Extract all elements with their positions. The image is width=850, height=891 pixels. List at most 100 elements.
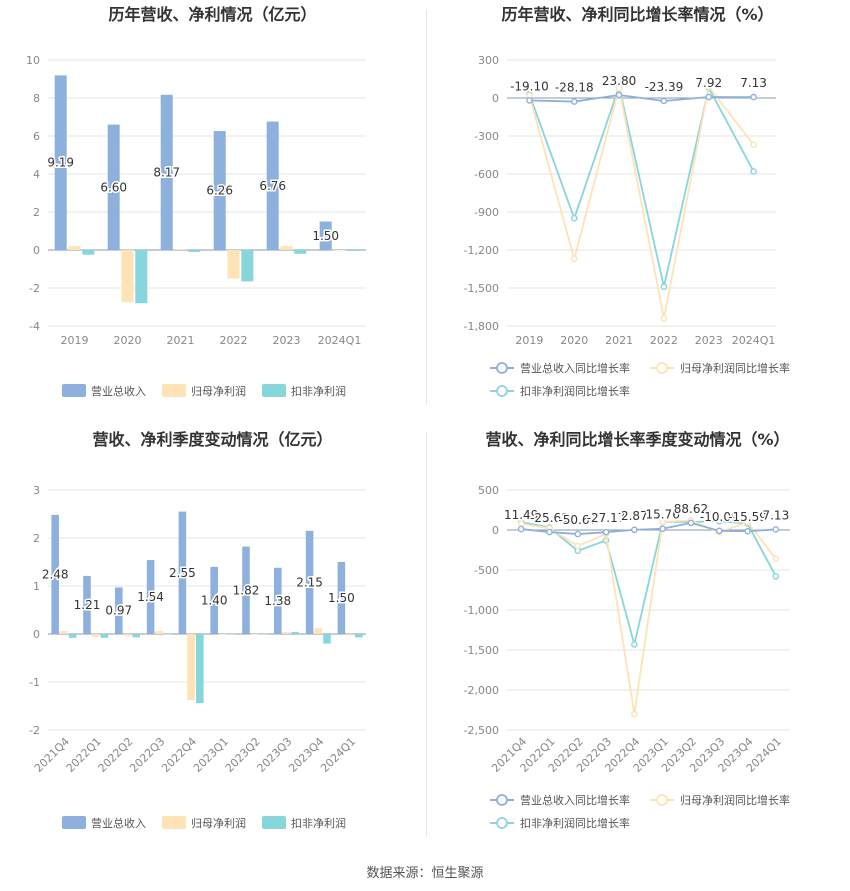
legend-label: 扣非净利润同比增长率 <box>520 384 630 398</box>
bar-revenue <box>305 530 314 634</box>
bar-revenue <box>242 546 250 634</box>
legend-label: 扣非净利润同比增长率 <box>520 816 630 830</box>
chart-title: 历年营收、净利同比增长率情况（%） <box>501 5 773 24</box>
data-label: 7.13 <box>762 508 789 522</box>
bar-deducted-profit <box>82 250 95 255</box>
bar-deducted-profit <box>164 634 172 635</box>
y-tick-label: -2 <box>29 282 40 295</box>
bar-net-profit <box>280 246 293 250</box>
chart-title: 营收、净利季度变动情况（亿元） <box>92 430 332 449</box>
data-point <box>772 573 780 580</box>
data-label: 9.19 <box>47 156 74 170</box>
bar-revenue <box>213 131 226 250</box>
legend-label: 归母净利润 <box>191 384 246 398</box>
bar-revenue <box>83 575 91 634</box>
panel-divider <box>426 432 427 837</box>
y-tick-label: 3 <box>33 484 40 497</box>
bar-deducted-profit <box>196 634 204 704</box>
data-point <box>570 215 578 222</box>
y-tick-label: -1 <box>29 676 40 689</box>
data-point <box>631 710 638 718</box>
data-point <box>574 542 582 550</box>
data-label: 1.54 <box>137 590 164 604</box>
data-point <box>715 527 723 535</box>
data-point <box>570 255 578 263</box>
bar-revenue <box>54 75 67 250</box>
bar-revenue <box>115 587 123 634</box>
legend-label: 营业总收入 <box>91 816 146 830</box>
y-tick-label: -1,500 <box>464 282 499 295</box>
bar-deducted-profit <box>347 250 360 251</box>
chart-title: 营收、净利同比增长率季度变动情况（%） <box>485 430 789 449</box>
data-point <box>615 84 623 92</box>
legend-marker <box>656 794 668 806</box>
bar-deducted-profit <box>355 634 363 638</box>
data-point <box>574 530 582 538</box>
data-point <box>631 526 638 534</box>
legend-swatch <box>262 816 286 829</box>
bar-revenue <box>146 560 155 634</box>
line-net-profit-growth <box>520 519 777 715</box>
y-tick-label: -2,500 <box>464 724 499 737</box>
x-tick-label: 2022 <box>650 334 678 347</box>
bar-revenue <box>107 124 120 250</box>
data-point <box>744 527 751 535</box>
bar-revenue <box>51 514 59 634</box>
bar-net-profit <box>227 250 240 279</box>
x-tick-label: 2023 <box>695 334 723 347</box>
bar-deducted-profit <box>294 250 307 254</box>
data-point <box>631 641 638 648</box>
data-label: 7.13 <box>740 76 767 90</box>
legend-marker <box>496 385 508 397</box>
bar-revenue <box>274 567 282 634</box>
legend-marker <box>496 817 508 829</box>
y-tick-label: -2,000 <box>464 684 499 697</box>
x-tick-label: 2019 <box>515 334 543 347</box>
data-point <box>705 83 713 90</box>
data-label: -28.18 <box>555 81 594 95</box>
y-tick-label: 1 <box>33 580 40 593</box>
y-tick-label: -2 <box>29 724 40 737</box>
line-revenue-growth <box>529 94 754 103</box>
annual-revenue-profit-chart: 历年营收、净利情况（亿元） 10 8 6 4 2 0 -2 -4 2019 2020 2021 2022… <box>26 5 366 398</box>
bar-net-profit <box>123 634 132 636</box>
bar-deducted-profit <box>259 634 268 635</box>
chart-title: 历年营收、净利情况（亿元） <box>108 5 316 24</box>
line-deducted-profit-growth <box>520 520 777 645</box>
bar-revenue <box>319 221 332 250</box>
bar-net-profit <box>121 250 134 303</box>
data-label: -10.09 <box>700 510 739 524</box>
data-label: 1.38 <box>264 594 291 608</box>
data-label: -15.59 <box>728 510 767 524</box>
line-net-profit-growth <box>528 84 755 319</box>
y-tick-label: -4 <box>29 320 40 333</box>
y-tick-label: -900 <box>474 206 499 219</box>
bar-revenue <box>210 566 218 634</box>
x-tick-label: 2019 <box>61 334 89 347</box>
data-source-note: 数据来源：恒生聚源 <box>366 866 484 881</box>
data-label: 1.50 <box>312 229 339 243</box>
bar-net-profit <box>314 628 323 634</box>
panel-divider <box>426 10 427 405</box>
bar-revenue <box>337 562 346 634</box>
data-point <box>744 518 751 526</box>
legend-label: 扣非净利润 <box>291 816 346 830</box>
data-label: 0.97 <box>105 604 132 618</box>
bar-net-profit <box>174 249 187 250</box>
data-label: 6.60 <box>100 180 127 194</box>
legend-label: 归母净利润同比增长率 <box>680 793 790 807</box>
legend-marker <box>496 794 508 806</box>
legend-label: 营业总收入同比增长率 <box>520 361 630 375</box>
bar-net-profit <box>346 634 354 636</box>
y-tick-label: 500 <box>478 484 499 497</box>
data-point <box>750 168 757 175</box>
data-label: 2.15 <box>296 575 323 589</box>
x-tick-label: 2020 <box>114 334 142 347</box>
data-label: -23.39 <box>645 80 684 94</box>
line-revenue-growth <box>521 521 776 535</box>
legend-swatch <box>62 384 86 397</box>
legend-label: 归母净利润同比增长率 <box>680 361 790 375</box>
y-tick-label: -500 <box>474 564 499 577</box>
y-tick-label: -1,000 <box>464 604 499 617</box>
